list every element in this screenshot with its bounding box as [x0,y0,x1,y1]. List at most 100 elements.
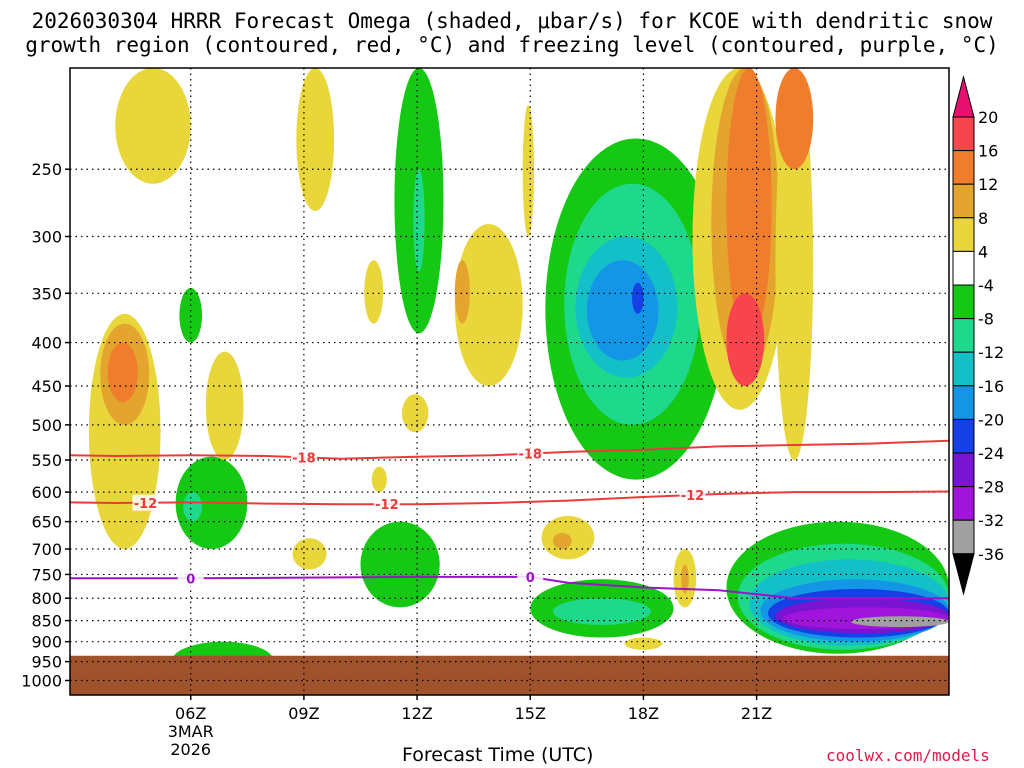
dgz-minus18-label: -18 [518,448,542,463]
colorbar-segment [952,418,975,454]
omega-cell [552,532,572,549]
colorbar-segment [952,217,975,252]
colorbar-segment [952,284,975,320]
colorbar-tick-label: 20 [978,108,998,127]
y-tick-label: 700 [31,540,62,559]
x-tick-label: 18Z [628,704,659,723]
omega-cell [624,637,663,650]
omega-cell [179,288,203,343]
colorbar-tick-label: -12 [978,343,1004,362]
y-tick-label: 950 [31,653,62,672]
colorbar-tick-label: -4 [978,276,994,295]
omega-cell [401,394,429,433]
omega-cell [726,293,765,387]
terrain-block [70,655,949,695]
omega-cell [775,68,814,461]
omega-cell [413,169,425,272]
colorbar-tick-label: 4 [978,242,988,261]
y-tick-label: 500 [31,416,62,435]
omega-cell [205,351,244,461]
x-tick-year: 2026 [170,740,211,759]
colorbar-segment [952,116,975,152]
dgz-minus12-label-bg [679,487,706,504]
colorbar-segment [952,452,975,488]
colorbar-tick-label: -16 [978,377,1004,396]
dgz-minus18-line [70,439,949,460]
freezing-level-0-label: 0 [526,571,535,586]
y-tick-label: 850 [31,612,62,631]
omega-cell [183,492,203,522]
y-axis: 250 300 350 400 450 500 550 600 650 700 750 800 850 9… [21,160,70,691]
y-tick-label: 900 [31,633,62,652]
contour-lines: -18 -18 -12 -12 -12 0 0 [70,439,949,600]
omega-cell [364,260,384,324]
colorbar-segment [952,183,975,219]
omega-cell [775,68,814,170]
colorbar-segment [952,150,975,185]
y-tick-label: 550 [31,451,62,470]
omega-cell [850,616,949,628]
y-tick-label: 250 [31,160,62,179]
y-tick-label: 450 [31,377,62,396]
y-tick-label: 800 [31,589,62,608]
y-tick-label: 400 [31,334,62,353]
freezing-level-0-label-bg [517,568,544,585]
colorbar-tick-label: 16 [978,142,998,161]
colorbar-tick-label: 8 [978,209,988,228]
colorbar-tick-label: -24 [978,444,1004,463]
y-tick-label: 1000 [21,672,62,691]
omega-cell [454,223,523,387]
plot-frame [69,67,950,696]
omega-cell [454,260,470,324]
dgz-minus18-label-bg [290,449,317,466]
x-axis-label: Forecast Time (UTC) [402,744,594,766]
omega-cell [360,521,440,608]
colorbar-segment [952,519,975,555]
omega-cell [726,68,772,343]
colorbar-tick-label: -32 [978,511,1004,530]
y-tick-label: 600 [31,483,62,502]
omega-shading [88,68,949,681]
dgz-minus12-label-bg [373,496,400,513]
x-tick-label: 09Z [288,704,319,723]
x-tick-label: 06Z [175,704,206,723]
dgz-minus18-label: -18 [292,451,316,466]
colorbar-segment [952,385,975,420]
y-tick-label: 750 [31,565,62,584]
dgz-minus12-label-bg [132,494,159,511]
freezing-level-0-label: 0 [186,572,195,587]
dgz-minus12-label: -12 [134,497,158,512]
omega-cell [586,260,659,361]
dgz-minus12-label: -12 [681,489,705,504]
colorbar-segment [952,250,975,286]
dgz-minus18-label-bg [517,445,544,462]
omega-cell [681,564,689,594]
colorbar-segment [952,318,975,353]
colorbar: 20 16 12 8 4 -4 -8 -12 -16 -20 -24 -28 -32 -36 [952,75,1004,596]
omega-cell [296,68,335,211]
omega-cell [522,104,535,237]
colorbar-tick-label: -28 [978,478,1004,497]
y-tick-label: 300 [31,227,62,246]
dgz-minus12-label: -12 [375,498,399,513]
y-tick-label: 650 [31,513,62,532]
colorbar-bottom-arrow [952,553,975,596]
colorbar-segment [952,486,975,521]
freezing-level-0-label-bg [177,570,204,587]
colorbar-tick-label: -36 [978,545,1004,564]
x-tick-label: 21Z [741,704,772,723]
omega-cell [371,466,387,493]
colorbar-tick-label: 12 [978,175,998,194]
omega-cell [632,282,644,314]
x-tick-label: 12Z [401,704,432,723]
colorbar-tick-label: -8 [978,310,994,329]
y-tick-label: 350 [31,284,62,303]
colorbar-tick-label: -20 [978,410,1004,429]
terrain-layer [70,655,949,695]
omega-cell [552,598,651,625]
credit-link[interactable]: coolwx.com/models [826,746,990,765]
omega-cell [115,68,191,184]
colorbar-top-arrow [952,75,975,118]
